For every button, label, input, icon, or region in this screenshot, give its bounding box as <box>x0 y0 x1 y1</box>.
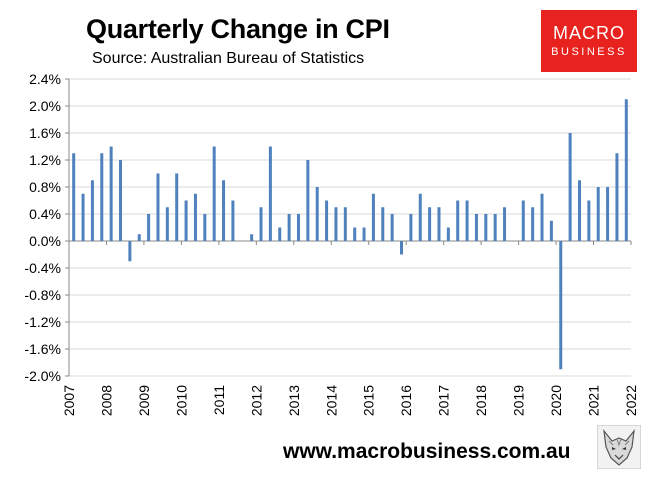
x-tick-label: 2013 <box>286 385 302 416</box>
bar <box>334 207 338 241</box>
chart-title: Quarterly Change in CPI <box>86 14 390 44</box>
bar <box>222 180 226 241</box>
bar <box>568 133 572 241</box>
y-tick-label: -0.8% <box>24 287 61 303</box>
y-tick-label: 2.0% <box>29 98 61 114</box>
bar <box>596 187 600 241</box>
bar <box>493 214 497 241</box>
x-tick-label: 2008 <box>98 385 114 416</box>
bar <box>212 146 216 241</box>
bar <box>137 234 141 241</box>
x-tick-label: 2015 <box>361 385 377 416</box>
logo-line-1: MACRO <box>553 23 625 43</box>
bar <box>353 227 357 241</box>
y-tick-label: -0.4% <box>24 260 61 276</box>
x-tick-label: 2007 <box>61 385 77 416</box>
y-tick-label: 2.4% <box>29 71 61 87</box>
tick-labels: -2.0% -1.6% -1.2% -0.8% -0.4% 0.0% 0.4% 0.8% 1.2… <box>24 71 639 416</box>
bar <box>81 193 85 241</box>
bar <box>409 214 413 241</box>
x-tick-label: 2022 <box>623 385 639 416</box>
bar <box>119 160 123 241</box>
bar <box>577 180 581 241</box>
y-tick-label: 1.6% <box>29 125 61 141</box>
x-tick-label: 2009 <box>136 385 152 416</box>
x-tick-label: 2018 <box>473 385 489 416</box>
y-tick-label: -1.2% <box>24 314 61 330</box>
bar <box>400 241 404 255</box>
bar <box>156 173 160 241</box>
bar <box>484 214 488 241</box>
bar <box>446 227 450 241</box>
x-tick-label: 2014 <box>323 385 339 416</box>
bar <box>549 220 553 241</box>
bar <box>381 207 385 241</box>
chart-subtitle: Source: Australian Bureau of Statistics <box>92 50 365 67</box>
bars <box>72 99 628 370</box>
bar <box>503 207 507 241</box>
bar <box>72 153 76 241</box>
bar <box>268 146 272 241</box>
axes <box>65 78 632 377</box>
website-url: www.macrobusiness.com.au <box>283 440 571 463</box>
bar <box>371 193 375 241</box>
bar <box>147 214 151 241</box>
x-tick-label: 2020 <box>548 385 564 416</box>
bar <box>306 160 310 241</box>
bar <box>175 173 179 241</box>
bar <box>521 200 525 241</box>
bar <box>587 200 591 241</box>
bar <box>278 227 282 241</box>
bar <box>474 214 478 241</box>
macro-business-logo: MACRO BUSINESS <box>541 10 637 72</box>
bar <box>606 187 610 241</box>
y-tick-label: -1.6% <box>24 341 61 357</box>
bar <box>231 200 235 241</box>
bar <box>428 207 432 241</box>
bar <box>184 200 188 241</box>
bar <box>109 146 113 241</box>
bar <box>193 193 197 241</box>
x-tick-label: 2011 <box>211 385 227 415</box>
x-tick-label: 2012 <box>248 385 264 416</box>
x-tick-label: 2010 <box>173 385 189 416</box>
y-tick-label: 0.8% <box>29 179 61 195</box>
bar <box>437 207 441 241</box>
bar <box>465 200 469 241</box>
logo-line-2: BUSINESS <box>551 46 627 58</box>
bar <box>165 207 169 241</box>
y-tick-label: 0.0% <box>29 233 61 249</box>
x-tick-label: 2017 <box>436 385 452 416</box>
bar <box>325 200 329 241</box>
y-tick-label: 1.2% <box>29 152 61 168</box>
bar <box>100 153 104 241</box>
x-tick-label: 2021 <box>586 385 602 416</box>
bar <box>128 241 132 262</box>
bar <box>615 153 619 241</box>
bar <box>315 187 319 241</box>
bar <box>343 207 347 241</box>
y-tick-label: 0.4% <box>29 206 61 222</box>
bar <box>624 99 628 241</box>
bar <box>456 200 460 241</box>
x-tick-label: 2016 <box>398 385 414 416</box>
wolf-logo-icon <box>597 425 641 469</box>
bar <box>296 214 300 241</box>
bar <box>559 241 563 370</box>
y-tick-label: -2.0% <box>24 368 61 384</box>
bar <box>259 207 263 241</box>
gridlines <box>69 78 631 377</box>
bar <box>390 214 394 241</box>
bar <box>203 214 207 241</box>
cpi-bar-chart: -2.0% -1.6% -1.2% -0.8% -0.4% 0.0% 0.4% 0.8% 1.2… <box>24 71 639 416</box>
x-tick-label: 2019 <box>511 385 527 416</box>
bar <box>418 193 422 241</box>
bar <box>540 193 544 241</box>
bar <box>287 214 291 241</box>
bar <box>250 234 254 241</box>
bar <box>362 227 366 241</box>
bar <box>531 207 535 241</box>
bar <box>90 180 94 241</box>
